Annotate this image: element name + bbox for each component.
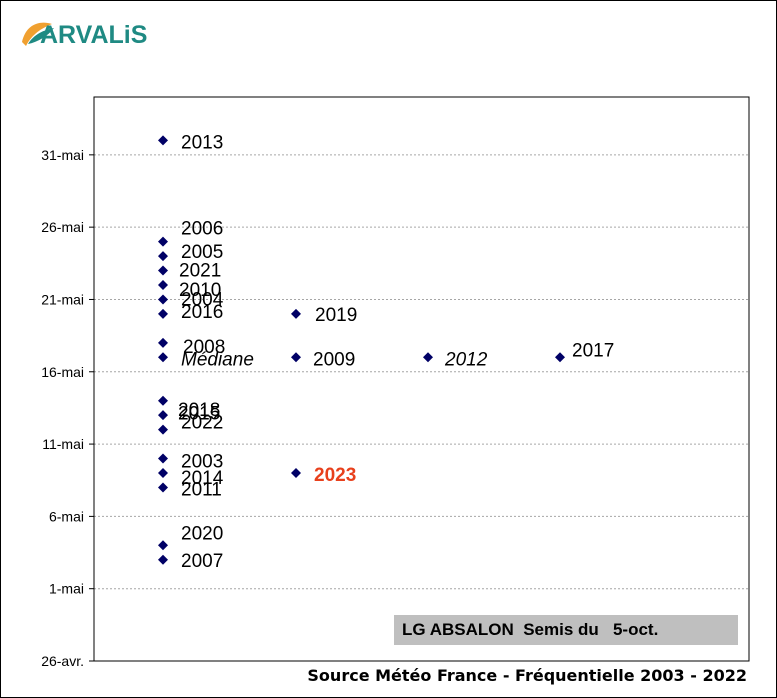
data-point-label: 2003 bbox=[181, 452, 223, 473]
data-point-label: 2022 bbox=[181, 413, 223, 434]
y-axis-ticks: 26-avr. 1-mai 6-mai 11-mai 16-mai 21-mai 26-ma… bbox=[41, 147, 94, 669]
data-point-label: Médiane bbox=[181, 349, 254, 370]
data-point-marker bbox=[158, 554, 168, 565]
logo-leaf-icon bbox=[22, 22, 52, 46]
data-point-marker bbox=[158, 337, 168, 348]
data-point-marker bbox=[555, 352, 565, 363]
data-point-marker bbox=[158, 352, 168, 363]
data-point-label: 2019 bbox=[315, 305, 357, 326]
data-point-label: 2014 bbox=[181, 468, 224, 489]
data-point-label: 2004 bbox=[181, 289, 224, 310]
data-point-marker bbox=[158, 135, 168, 146]
data-point-label: 2018 bbox=[178, 400, 220, 421]
data-point-marker bbox=[158, 540, 168, 551]
data-point-label: 2023 bbox=[314, 465, 356, 486]
y-tick-label: 31-mai bbox=[41, 147, 84, 163]
y-tick-label: 21-mai bbox=[41, 291, 84, 307]
data-point-label: 2012 bbox=[444, 349, 488, 370]
data-point-label: 2013 bbox=[181, 132, 223, 153]
data-point-marker bbox=[158, 395, 168, 406]
data-point-marker bbox=[158, 265, 168, 276]
data-point-marker bbox=[158, 236, 168, 247]
data-point-label: 2021 bbox=[179, 261, 221, 282]
data-point-marker bbox=[158, 424, 168, 435]
y-tick-label: 26-avr. bbox=[41, 653, 84, 669]
data-point-label: 2008 bbox=[183, 337, 225, 358]
data-point-marker bbox=[291, 352, 301, 363]
logo-text: ARVALiS bbox=[40, 21, 147, 49]
y-tick-label: 6-mai bbox=[49, 508, 84, 524]
arvalis-logo: ARVALiS bbox=[22, 21, 147, 49]
data-point-label: 2015 bbox=[178, 404, 220, 425]
data-point-marker bbox=[158, 453, 168, 464]
data-point-marker bbox=[158, 482, 168, 493]
y-tick-label: 11-mai bbox=[42, 436, 84, 452]
data-point-marker bbox=[423, 352, 433, 363]
data-point-label: 2020 bbox=[181, 523, 223, 544]
data-point-label: 2017 bbox=[572, 340, 614, 361]
data-point-marker bbox=[158, 251, 168, 262]
data-point-label: 2010 bbox=[179, 280, 221, 301]
data-point-label: 2009 bbox=[313, 349, 355, 370]
y-tick-label: 16-mai bbox=[41, 364, 84, 380]
data-point-label: 2006 bbox=[181, 219, 223, 240]
grid-lines bbox=[94, 154, 749, 590]
data-point-marker bbox=[158, 280, 168, 290]
source-label: Source Météo France - Fréquentielle 2003… bbox=[307, 666, 747, 685]
data-point-marker bbox=[291, 308, 301, 319]
y-tick-label: 1-mai bbox=[49, 581, 84, 597]
data-point-marker bbox=[158, 468, 168, 478]
data-point-label: 2007 bbox=[181, 551, 223, 572]
y-tick-label: 26-mai bbox=[41, 219, 84, 235]
plot-area bbox=[93, 96, 750, 662]
data-point-marker bbox=[291, 468, 301, 478]
data-point-label: 2005 bbox=[181, 242, 223, 263]
data-point-label: 2011 bbox=[181, 479, 222, 500]
data-point-marker bbox=[158, 294, 168, 305]
variety-label: LG ABSALON Semis du 5-oct. bbox=[394, 615, 738, 645]
data-point-marker bbox=[158, 410, 168, 421]
data-point-label: 2016 bbox=[181, 302, 223, 323]
data-point-marker bbox=[158, 308, 168, 319]
